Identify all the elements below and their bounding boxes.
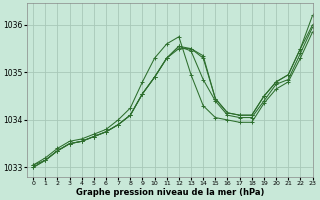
X-axis label: Graphe pression niveau de la mer (hPa): Graphe pression niveau de la mer (hPa) (76, 188, 264, 197)
